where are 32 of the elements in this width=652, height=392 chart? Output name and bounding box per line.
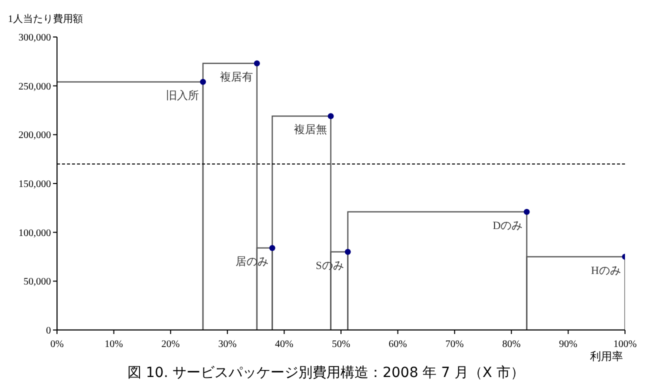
x-tick-label: 70% <box>445 339 464 350</box>
x-axis-title: 利用率 <box>590 350 623 363</box>
annotation: Dのみ <box>492 220 523 232</box>
x-tick-label: 60% <box>388 339 407 350</box>
x-tick-label: 50% <box>332 339 350 350</box>
point <box>254 60 260 66</box>
y-axis-title: 1人当たり費用額 <box>8 12 83 26</box>
x-tick-label: 100% <box>613 339 637 350</box>
y-tick-label: 100,000 <box>18 228 51 239</box>
y-tick-label: 50,000 <box>24 276 51 288</box>
y-tick-label: 250,000 <box>18 81 51 92</box>
x-tick-label: 40% <box>275 339 294 350</box>
point <box>328 113 334 120</box>
x-tick-label: 90% <box>559 339 578 350</box>
annotation: Hのみ <box>591 264 621 277</box>
point <box>344 248 351 255</box>
x-tick-label: 30% <box>218 339 237 350</box>
annotation: 旧入所 <box>166 88 199 102</box>
y-tick-label: 200,000 <box>18 130 51 142</box>
y-tick-label: 300,000 <box>18 32 51 44</box>
annotation: 複居有 <box>220 70 253 84</box>
text: 図 10. サービスパッケージ別費用構造：2008 年 7 月（X 市） <box>126 364 526 382</box>
point <box>524 208 530 215</box>
y-tick-label: 150,000 <box>18 179 51 190</box>
point <box>200 78 206 85</box>
x-tick-label: 10% <box>104 339 123 350</box>
annotation: 複居無 <box>294 123 327 136</box>
x-tick-label: 20% <box>161 339 180 350</box>
point <box>269 244 276 251</box>
x-tick-label: 80% <box>502 339 521 350</box>
x-tick-label: 0% <box>50 339 64 350</box>
y-tick-label: 0 <box>46 326 51 337</box>
